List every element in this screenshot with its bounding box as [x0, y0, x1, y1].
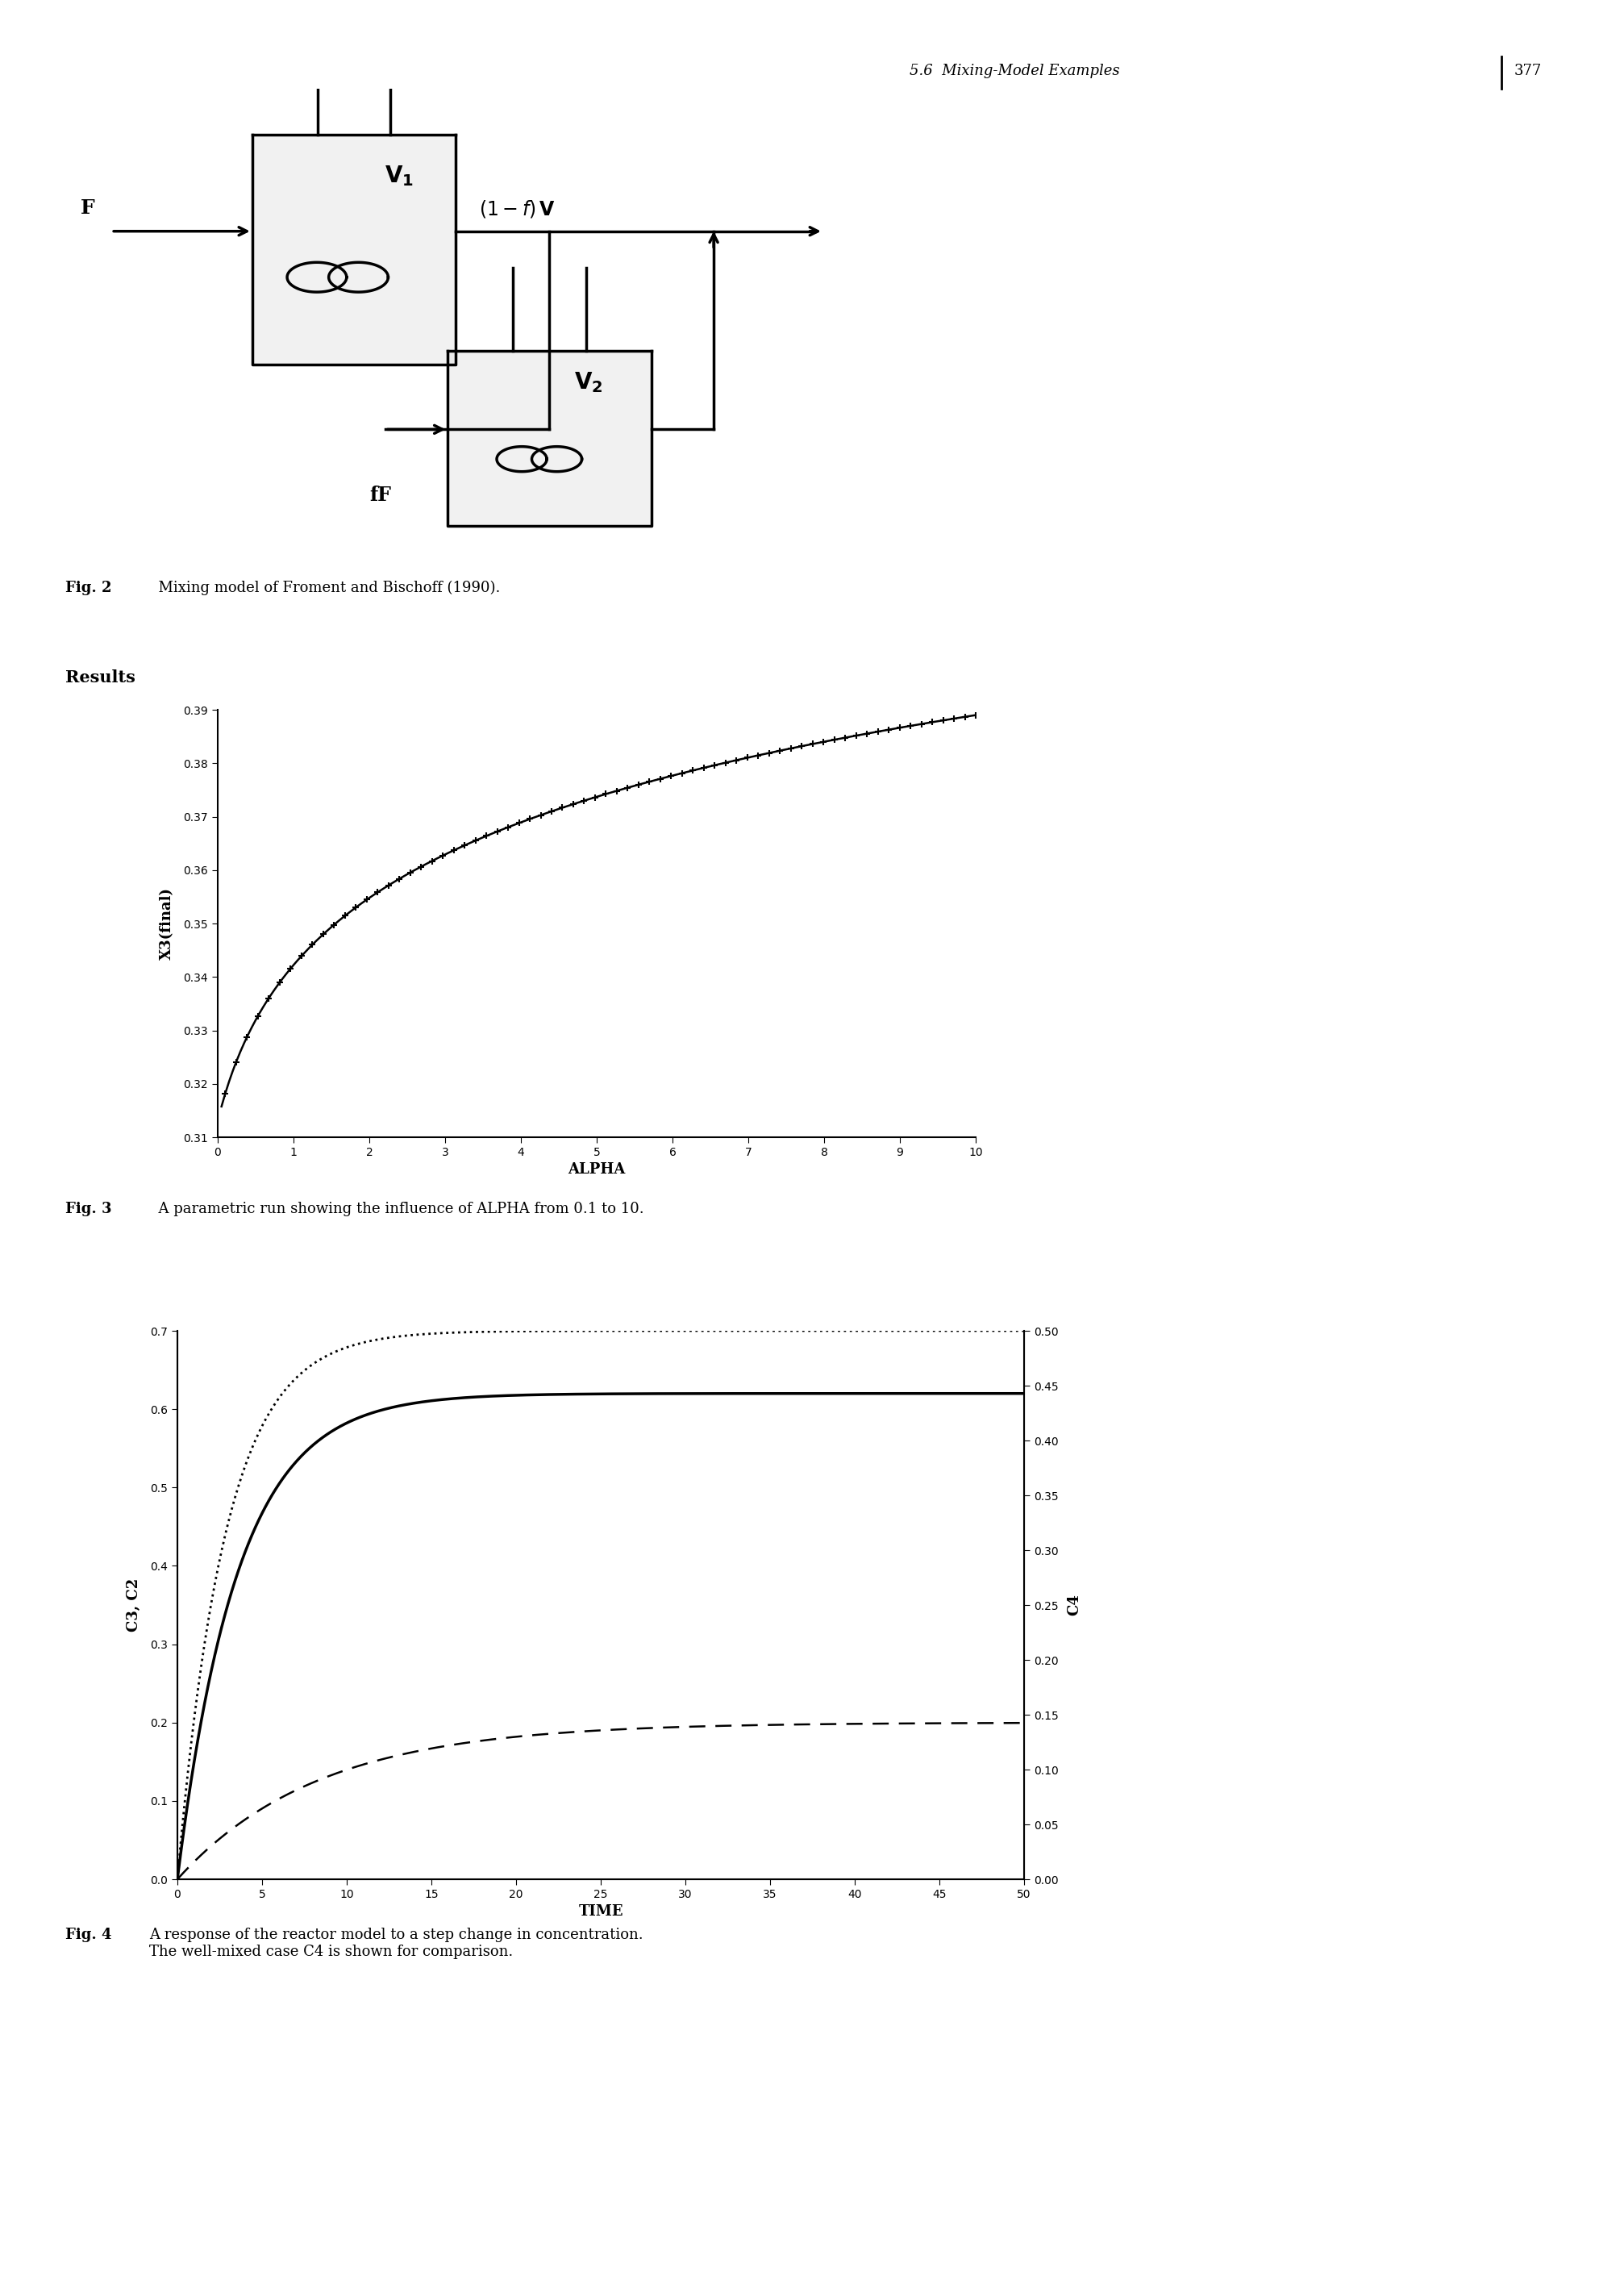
Text: $\mathbf{V_2}$: $\mathbf{V_2}$: [573, 369, 603, 394]
X-axis label: TIME: TIME: [578, 1905, 622, 1919]
Bar: [252, 135, 455, 365]
Y-axis label: C4: C4: [1067, 1594, 1082, 1617]
Text: Results: Results: [65, 670, 135, 686]
Text: fF: fF: [369, 486, 391, 504]
Text: $\mathbf{V_1}$: $\mathbf{V_1}$: [385, 165, 412, 188]
Text: F: F: [80, 197, 94, 218]
Y-axis label: X3(final): X3(final): [159, 887, 174, 961]
Text: Fig. 2: Fig. 2: [65, 580, 112, 596]
Text: 5.6  Mixing-Model Examples: 5.6 Mixing-Model Examples: [909, 64, 1119, 78]
Text: A response of the reactor model to a step change in concentration.
The well-mixe: A response of the reactor model to a ste…: [149, 1928, 643, 1958]
Y-axis label: C3, C2: C3, C2: [127, 1578, 141, 1633]
Text: Fig. 3: Fig. 3: [65, 1202, 112, 1215]
Text: $(1-f)\,\mathbf{V}$: $(1-f)\,\mathbf{V}$: [479, 199, 555, 220]
Text: Fig. 4: Fig. 4: [65, 1928, 112, 1942]
Bar: [448, 351, 651, 525]
Text: Mixing model of Froment and Bischoff (1990).: Mixing model of Froment and Bischoff (19…: [149, 580, 500, 596]
Bar: [252, 135, 455, 365]
X-axis label: ALPHA: ALPHA: [568, 1163, 625, 1176]
Text: A parametric run showing the influence of ALPHA from 0.1 to 10.: A parametric run showing the influence o…: [149, 1202, 645, 1215]
Bar: [448, 351, 651, 525]
Text: 377: 377: [1514, 64, 1541, 78]
